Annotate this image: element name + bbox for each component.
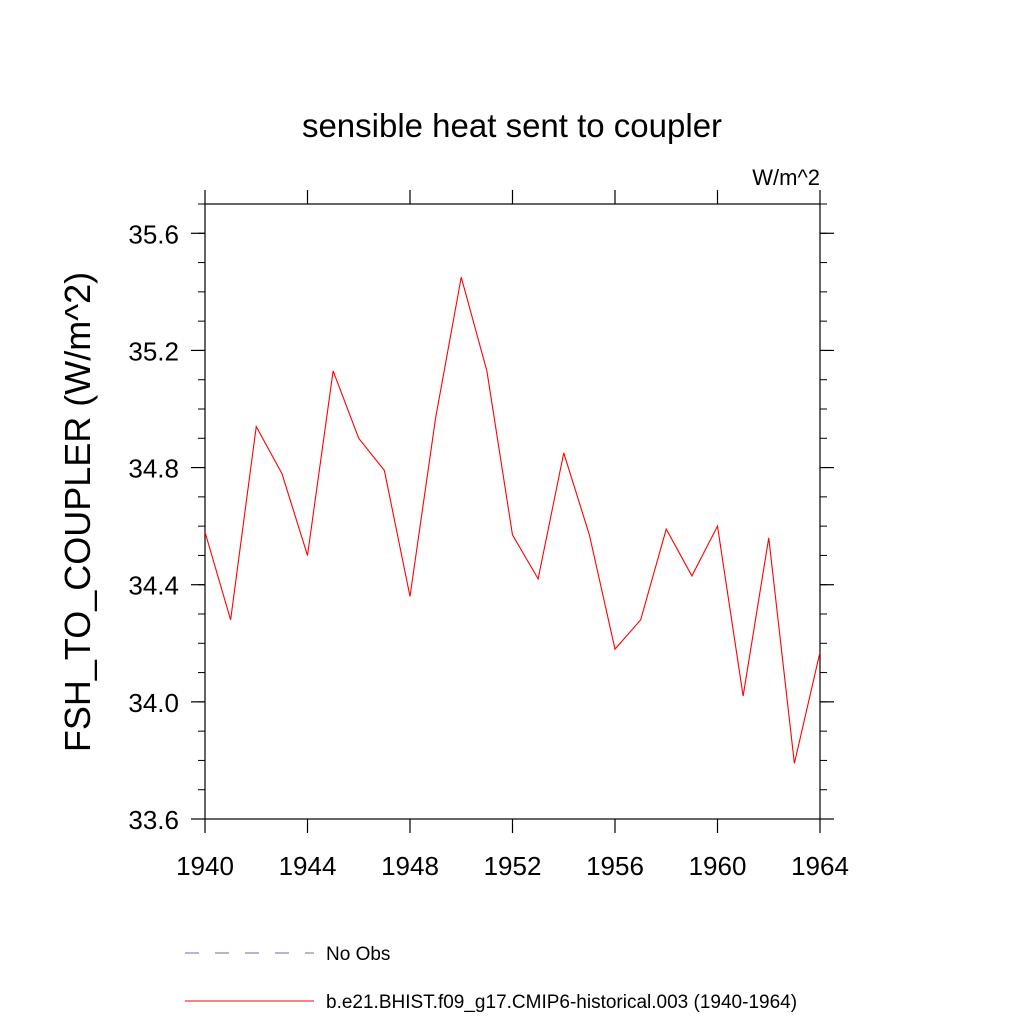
y-tick-label: 33.6	[128, 805, 179, 835]
legend: No Obs b.e21.BHIST.f09_g17.CMIP6-historic…	[185, 944, 797, 1013]
major-ticks	[191, 190, 834, 833]
legend-label: No Obs	[326, 944, 390, 965]
x-tick-label: 1940	[176, 851, 234, 881]
x-tick-label: 1948	[381, 851, 439, 881]
y-tick-label: 35.6	[128, 219, 179, 249]
tick-labels: 33.6 34.0 34.4 34.8 35.2 35.6 1940 1944 1948 1952…	[128, 219, 849, 881]
x-tick-label: 1964	[791, 851, 849, 881]
x-tick-label: 1956	[586, 851, 644, 881]
series-group	[205, 277, 820, 763]
legend-label: b.e21.BHIST.f09_g17.CMIP6-historical.003…	[326, 992, 797, 1013]
x-tick-label: 1952	[484, 851, 542, 881]
x-tick-label: 1944	[279, 851, 337, 881]
y-tick-label: 34.0	[128, 688, 179, 718]
plot-frame	[205, 204, 820, 819]
y-tick-label: 35.2	[128, 336, 179, 366]
units-label: W/m^2	[752, 165, 820, 190]
chart-title: sensible heat sent to coupler	[302, 107, 722, 144]
plot-border	[205, 204, 820, 819]
series-line	[205, 277, 820, 763]
y-axis-label: FSH_TO_COUPLER (W/m^2)	[57, 272, 98, 752]
y-tick-label: 34.8	[128, 454, 179, 484]
x-tick-label: 1960	[689, 851, 747, 881]
minor-ticks	[198, 204, 827, 819]
y-tick-label: 34.4	[128, 571, 179, 601]
